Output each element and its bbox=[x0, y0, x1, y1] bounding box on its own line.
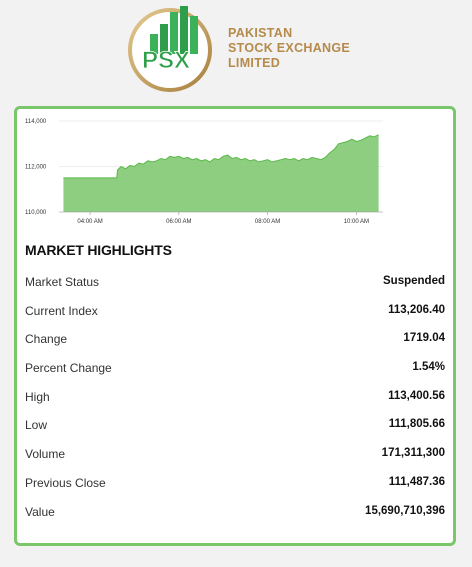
row-label: Percent Change bbox=[25, 361, 112, 376]
row-value: 1719.04 bbox=[403, 332, 445, 345]
row-value: 113,400.56 bbox=[388, 389, 445, 402]
chart-area-series bbox=[63, 134, 379, 212]
highlight-row-current-index: Current Index 113,206.40 bbox=[25, 298, 445, 327]
x-tick-label: 10:00 AM bbox=[344, 219, 369, 225]
row-label: Volume bbox=[25, 447, 66, 462]
y-tick-label: 110,000 bbox=[25, 210, 47, 216]
company-name-line: STOCK EXCHANGE bbox=[228, 41, 351, 55]
x-tick-label: 06:00 AM bbox=[166, 219, 191, 225]
highlights-table: Market Status Suspended Current Index 11… bbox=[25, 269, 445, 527]
row-label: Current Index bbox=[25, 303, 98, 318]
chart-x-axis: 04:00 AM 06:00 AM 08:00 AM 10:00 AM bbox=[59, 211, 383, 225]
row-label: Change bbox=[25, 332, 68, 347]
area-fill bbox=[63, 134, 379, 212]
company-name-line: PAKISTAN bbox=[228, 26, 293, 40]
psx-logo[interactable]: PSX PAKISTAN STOCK EXCHANGE LIMITED bbox=[124, 2, 384, 94]
row-value: 171,311,300 bbox=[381, 447, 445, 460]
highlight-row-volume: Volume 171,311,300 bbox=[25, 441, 445, 470]
row-label: Market Status bbox=[25, 275, 100, 289]
psx-emblem-icon: PSX bbox=[128, 6, 212, 92]
x-tick-label: 08:00 AM bbox=[255, 219, 280, 225]
highlight-row-value: Value 15,690,710,396 bbox=[25, 499, 445, 528]
market-highlights-card: 114,000 112,000 110,000 04:00 AM 06:00 AM 08… bbox=[14, 106, 456, 546]
row-value: 113,206.40 bbox=[388, 303, 445, 316]
index-area-chart[interactable]: 114,000 112,000 110,000 04:00 AM 06:00 AM 08… bbox=[23, 113, 389, 239]
company-name-line: LIMITED bbox=[228, 56, 281, 70]
row-label: High bbox=[25, 389, 50, 404]
company-name: PAKISTAN STOCK EXCHANGE LIMITED bbox=[228, 26, 350, 71]
highlight-row-percent-change: Percent Change 1.54% bbox=[25, 355, 445, 384]
section-title: MARKET HIGHLIGHTS bbox=[25, 242, 172, 258]
row-value: Suspended bbox=[383, 275, 445, 287]
highlight-row-market-status: Market Status Suspended bbox=[25, 269, 445, 298]
psx-mark-text: PSX bbox=[142, 47, 190, 74]
highlight-row-high: High 113,400.56 bbox=[25, 384, 445, 413]
highlight-row-previous-close: Previous Close 111,487.36 bbox=[25, 470, 445, 499]
row-value: 111,487.36 bbox=[388, 475, 445, 488]
chart-y-axis: 114,000 112,000 110,000 bbox=[25, 119, 47, 216]
row-label: Low bbox=[25, 418, 48, 433]
highlight-row-change: Change 1719.04 bbox=[25, 326, 445, 355]
row-label: Value bbox=[25, 504, 55, 519]
row-label: Previous Close bbox=[25, 475, 106, 490]
row-value: 111,805.66 bbox=[388, 418, 445, 431]
y-tick-label: 112,000 bbox=[25, 165, 47, 171]
row-value: 1.54% bbox=[412, 361, 445, 374]
highlight-row-low: Low 111,805.66 bbox=[25, 412, 445, 441]
row-value: 15,690,710,396 bbox=[365, 504, 445, 517]
x-tick-label: 04:00 AM bbox=[77, 219, 102, 225]
area-line bbox=[63, 134, 379, 179]
y-tick-label: 114,000 bbox=[25, 119, 47, 125]
